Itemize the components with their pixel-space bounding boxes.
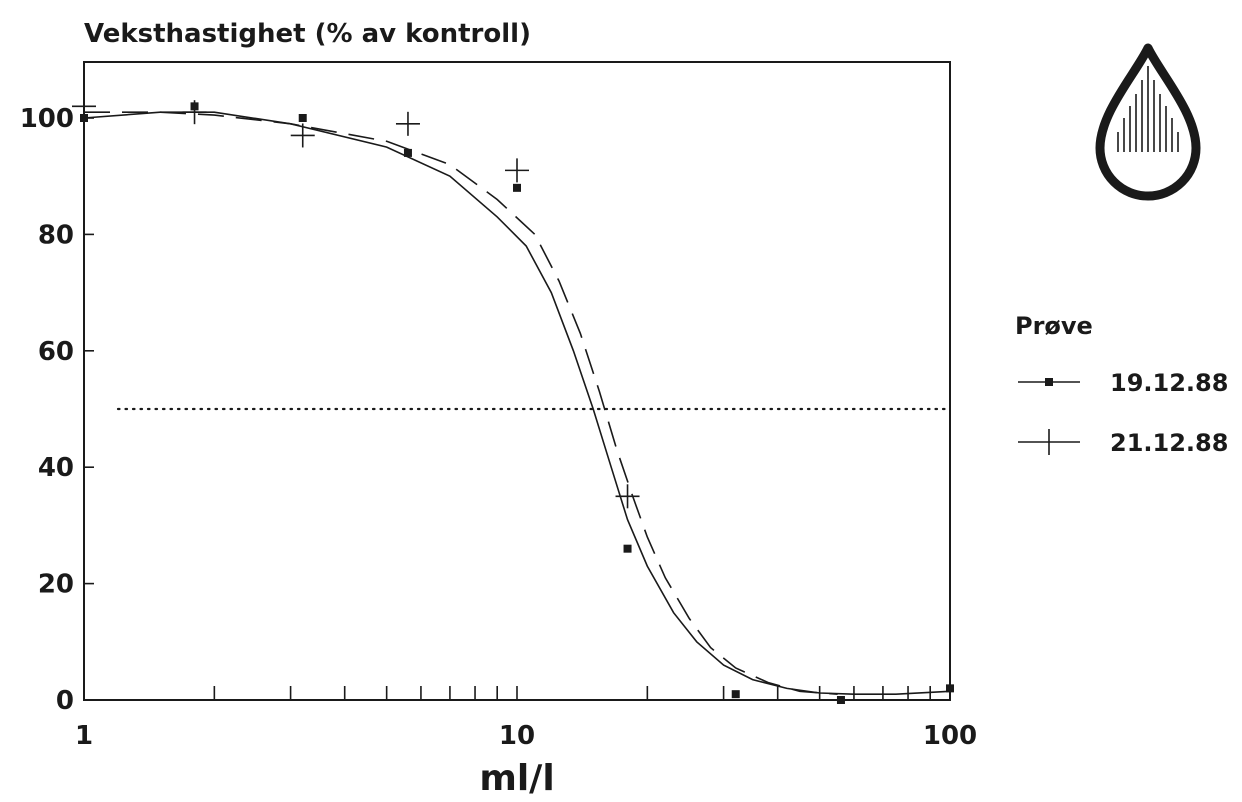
y-tick-label: 80 [38,220,74,250]
y-tick-label: 0 [56,686,74,716]
legend-label: 21.12.88 [1110,429,1228,457]
series-line [84,111,838,695]
x-axis-ticks: 1 10 100 [75,686,977,751]
series-2 [72,94,838,695]
x-tick-label: 1 [75,721,93,751]
legend-label: 19.12.88 [1110,369,1228,397]
y-tick-label: 100 [20,104,74,134]
data-point [403,148,412,157]
data-point [395,111,420,136]
legend-title: Prøve [1015,312,1093,340]
x-tick-label: 10 [499,721,535,751]
y-axis-ticks: 0 20 40 60 80 100 [20,104,94,716]
legend-entry: 19.12.88 [1018,369,1228,397]
data-point [946,684,954,693]
data-point [182,100,207,125]
data-point [72,94,96,119]
series-line [83,111,951,695]
y-tick-label: 60 [38,337,74,367]
x-tick-label: 100 [923,721,977,751]
series-group [72,94,954,704]
x-axis-label: ml/l [479,758,554,799]
data-point [615,484,640,509]
legend: Prøve 19.12.88 21.12.88 [1015,312,1228,457]
y-tick-label: 20 [38,570,74,600]
data-point [513,183,521,192]
chart-title: Veksthastighet (% av kontroll) [84,19,531,49]
data-point [505,158,529,183]
data-point [731,690,740,699]
y-tick-label: 40 [38,453,74,483]
data-point [290,123,315,148]
data-point [623,544,632,553]
plot-frame [83,61,951,701]
data-point [298,114,307,122]
water-drop-icon [1095,43,1201,201]
legend-entry: 21.12.88 [1018,429,1228,457]
legend-marker [1045,378,1053,386]
series-1 [80,102,954,704]
data-point [836,696,845,704]
